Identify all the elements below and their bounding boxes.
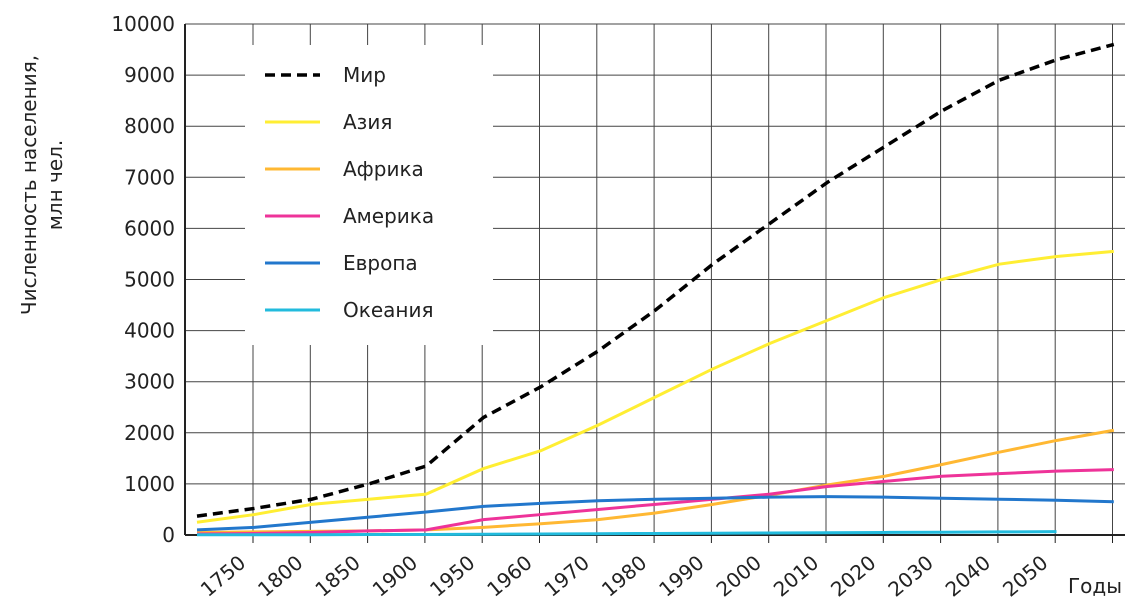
y-tick-label: 8000 xyxy=(124,114,175,138)
legend-label: Европа xyxy=(343,251,418,275)
x-tick-label: 2020 xyxy=(826,550,880,601)
x-tick-label: 1980 xyxy=(597,550,651,601)
series-line xyxy=(196,428,1115,534)
y-tick-label: 1000 xyxy=(124,472,175,496)
x-tick-label: 2010 xyxy=(769,550,823,601)
y-tick-label: 7000 xyxy=(124,165,175,189)
y-tick-label: 5000 xyxy=(124,268,175,292)
y-tick-label: 6000 xyxy=(124,216,175,240)
x-tick-label: 2030 xyxy=(883,550,937,601)
x-tick-label: 2050 xyxy=(998,550,1052,601)
series-line xyxy=(196,495,1114,532)
legend-box xyxy=(245,45,493,345)
y-tick-label: 2000 xyxy=(124,421,175,445)
series-line xyxy=(196,42,1115,518)
x-tick-label: 1970 xyxy=(540,550,594,601)
series-line xyxy=(196,249,1114,524)
x-tick-label: 1950 xyxy=(425,550,479,601)
x-tick-label: 1900 xyxy=(368,550,422,601)
series-line xyxy=(197,530,1057,537)
x-tick-label: 1990 xyxy=(654,550,708,601)
y-tick-label: 4000 xyxy=(124,319,175,343)
x-tick-label: 1960 xyxy=(482,550,536,601)
series-line xyxy=(196,468,1114,536)
y-tick-label: 9000 xyxy=(124,63,175,87)
y-tick-label: 0 xyxy=(162,523,175,547)
x-tick-label: 1800 xyxy=(253,550,307,601)
y-tick-label: 10000 xyxy=(111,12,175,36)
y-tick-label: 3000 xyxy=(124,370,175,394)
x-axis-label: Годы xyxy=(1068,574,1122,598)
x-tick-label: 1750 xyxy=(196,550,250,601)
y-axis-label: Численность населения, xyxy=(17,55,41,315)
x-tick-label: 2040 xyxy=(941,550,995,601)
legend-label: Мир xyxy=(343,63,386,87)
legend-label: Америка xyxy=(343,204,434,228)
x-tick-label: 1850 xyxy=(310,550,364,601)
legend-label: Азия xyxy=(343,110,392,134)
legend-label: Океания xyxy=(343,298,434,322)
x-tick-label: 2000 xyxy=(711,550,765,601)
legend-label: Африка xyxy=(343,157,424,181)
y-axis-label: млн чел. xyxy=(43,140,67,231)
